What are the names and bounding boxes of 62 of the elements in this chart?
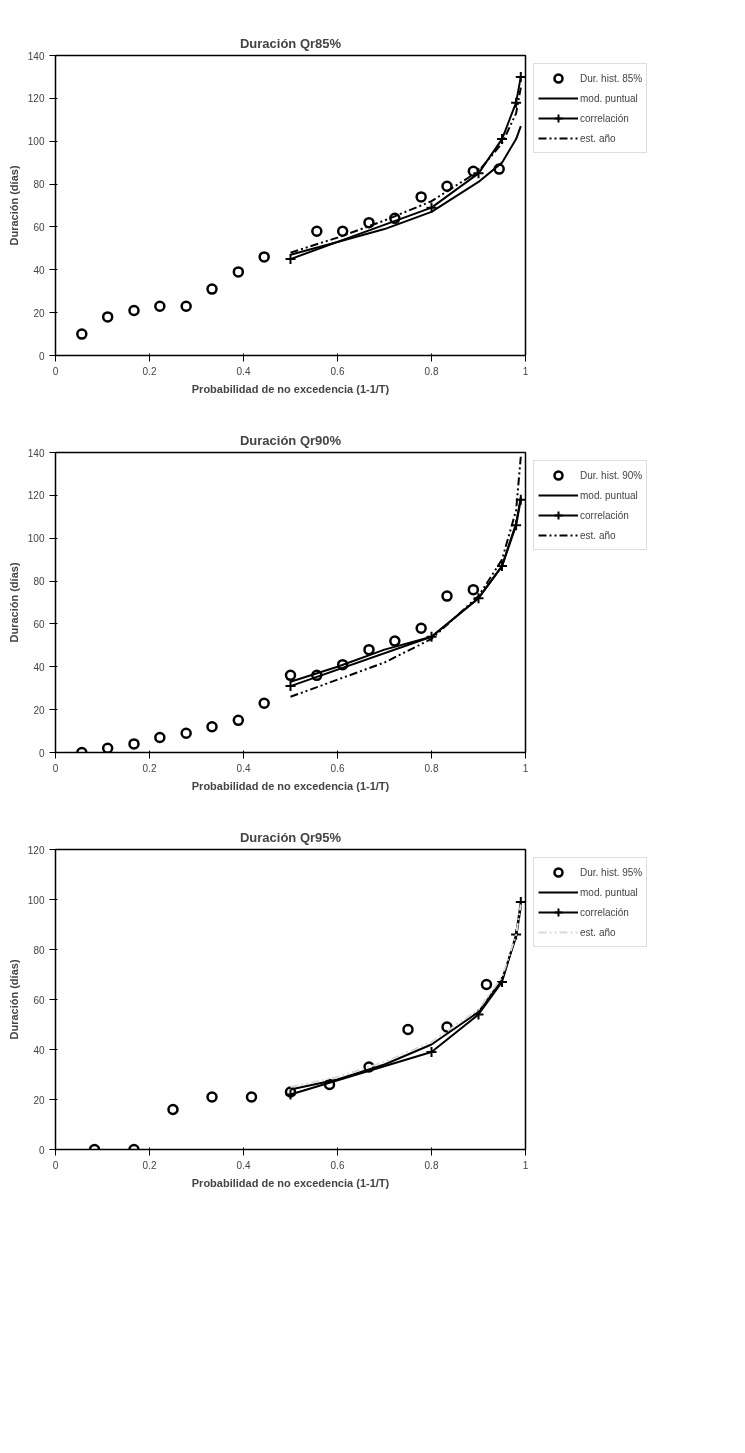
- x-tick-label: 0: [52, 365, 59, 377]
- legend-label: mod. puntual: [580, 886, 638, 898]
- y-tick-label: 0: [38, 747, 45, 759]
- x-tick-label: 1: [522, 365, 529, 377]
- y-tick-label: 80: [33, 179, 45, 191]
- x-tick-label: 0.2: [142, 365, 157, 377]
- x-tick-label: 0.4: [236, 1159, 251, 1171]
- y-tick-label: 80: [33, 944, 45, 956]
- y-tick-label: 120: [27, 490, 45, 502]
- chart-title: Duración Qr85%: [239, 35, 342, 51]
- y-tick-label: 100: [27, 894, 45, 906]
- legend-label: correlación: [580, 112, 629, 124]
- y-tick-label: 100: [27, 533, 45, 545]
- y-tick-label: 0: [38, 1144, 45, 1156]
- y-tick-label: 60: [33, 994, 45, 1006]
- x-tick-label: 0: [52, 1159, 59, 1171]
- y-tick-label: 20: [33, 1094, 45, 1106]
- y-tick-label: 100: [27, 136, 45, 148]
- y-axis-title: Duración (días): [7, 959, 20, 1040]
- legend-label: Dur. hist. 85%: [580, 72, 643, 84]
- y-axis-title: Duración (días): [7, 165, 20, 246]
- x-tick-label: 0.4: [236, 365, 251, 377]
- y-tick-label: 40: [33, 1044, 45, 1056]
- y-tick-label: 60: [33, 618, 45, 630]
- y-tick-label: 0: [38, 350, 45, 362]
- y-tick-label: 140: [27, 447, 45, 459]
- y-tick-label: 120: [27, 93, 45, 105]
- y-tick-label: 60: [33, 221, 45, 233]
- x-tick-label: 0.8: [424, 762, 439, 774]
- x-tick-label: 0.6: [330, 762, 345, 774]
- legend-label: Dur. hist. 95%: [580, 866, 643, 878]
- legend-label: est. año: [580, 529, 616, 541]
- x-tick-label: 0.6: [330, 1159, 345, 1171]
- y-tick-label: 20: [33, 307, 45, 319]
- x-tick-label: 0: [52, 762, 59, 774]
- x-axis-title: Probabilidad de no excedencia (1-1/T): [191, 779, 390, 792]
- legend-label: est. año: [580, 132, 616, 144]
- x-axis-title: Probabilidad de no excedencia (1-1/T): [191, 382, 390, 395]
- x-tick-label: 0.2: [142, 762, 157, 774]
- y-tick-label: 80: [33, 576, 45, 588]
- y-axis-title: Duración (días): [7, 562, 20, 643]
- x-axis-title: Probabilidad de no excedencia (1-1/T): [191, 1176, 390, 1189]
- legend-label: mod. puntual: [580, 489, 638, 501]
- y-tick-label: 120: [27, 844, 45, 856]
- x-tick-label: 1: [522, 1159, 529, 1171]
- legend-label: mod. puntual: [580, 92, 638, 104]
- legend-label: est. año: [580, 926, 616, 938]
- legend-label: correlación: [580, 509, 629, 521]
- x-tick-label: 0.4: [236, 762, 251, 774]
- chart-title: Duración Qr90%: [239, 432, 342, 448]
- x-tick-label: 1: [522, 762, 529, 774]
- legend-label: Dur. hist. 90%: [580, 469, 643, 481]
- x-tick-label: 0.2: [142, 1159, 157, 1171]
- y-tick-label: 20: [33, 704, 45, 716]
- x-tick-label: 0.6: [330, 365, 345, 377]
- y-tick-label: 140: [27, 50, 45, 62]
- chart-title: Duración Qr95%: [239, 829, 342, 845]
- x-tick-label: 0.8: [424, 1159, 439, 1171]
- legend-label: correlación: [580, 906, 629, 918]
- y-tick-label: 40: [33, 264, 45, 276]
- y-tick-label: 40: [33, 661, 45, 673]
- x-tick-label: 0.8: [424, 365, 439, 377]
